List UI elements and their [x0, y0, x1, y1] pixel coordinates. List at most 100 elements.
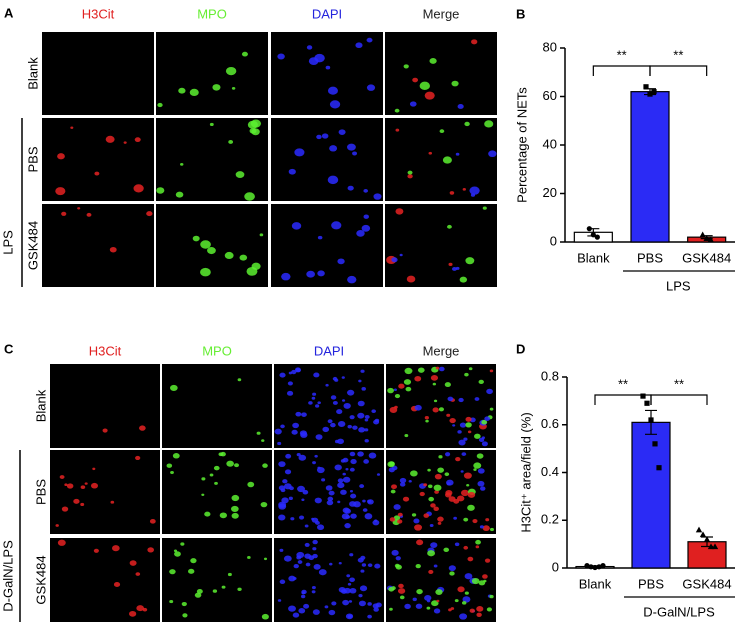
cell [86, 212, 92, 217]
cell [455, 152, 460, 156]
cell [336, 409, 343, 415]
data-point [652, 441, 658, 447]
cell [387, 387, 394, 394]
cell [433, 506, 439, 512]
cell [414, 404, 422, 411]
cell [178, 87, 186, 94]
data-point [584, 563, 590, 569]
significance-bracket [649, 65, 708, 76]
cell [412, 597, 417, 602]
cell [395, 128, 400, 132]
cell [358, 427, 366, 433]
cell [423, 513, 430, 518]
cell [327, 419, 333, 424]
cell [455, 266, 460, 270]
cell [61, 211, 67, 216]
cell [476, 612, 482, 617]
cell [480, 486, 486, 491]
cell [397, 588, 406, 594]
cell [489, 407, 494, 411]
cell [481, 419, 488, 425]
cell [109, 246, 117, 253]
cell [438, 407, 444, 412]
cell [477, 480, 485, 487]
cell [358, 594, 363, 598]
cell [93, 548, 99, 553]
cell [346, 574, 351, 578]
cell [188, 568, 195, 574]
cell [73, 498, 80, 504]
cell [460, 470, 464, 473]
cell [112, 545, 120, 552]
cell [169, 569, 176, 575]
cell [340, 489, 347, 495]
cell [330, 422, 336, 428]
cell [337, 420, 346, 427]
cell [337, 482, 345, 489]
cell [201, 493, 205, 497]
cell [448, 565, 456, 572]
cell [430, 503, 436, 508]
cell [449, 571, 455, 576]
cell [298, 608, 306, 614]
cell [317, 235, 323, 240]
cell [484, 558, 491, 563]
cell [149, 518, 156, 524]
cell [316, 466, 325, 474]
data-point [640, 393, 646, 399]
cell [321, 478, 326, 482]
cell [467, 430, 472, 434]
cell [361, 387, 366, 391]
cell [61, 506, 69, 512]
cell [461, 601, 467, 605]
cell [166, 463, 173, 468]
cell [472, 519, 478, 524]
cell [467, 556, 474, 562]
cell [364, 513, 373, 520]
cell [55, 187, 66, 196]
cell [247, 481, 255, 488]
micrograph [385, 32, 497, 115]
cell [300, 594, 306, 599]
cell [463, 517, 469, 522]
row-label: Blank [25, 57, 40, 90]
data-point [707, 543, 715, 550]
cell [80, 502, 85, 507]
cell [352, 425, 358, 430]
micrograph [50, 450, 160, 534]
cell [389, 607, 393, 611]
cell [287, 381, 293, 386]
y-axis-label: Percentage of NETs [514, 87, 529, 203]
cell [347, 582, 352, 586]
cell [464, 573, 473, 580]
cell [55, 524, 59, 527]
cell [181, 601, 187, 607]
cell [488, 150, 497, 158]
cell [412, 77, 419, 83]
cell [357, 451, 364, 457]
cell [315, 434, 323, 440]
group-label: D-GalN/LPS [643, 604, 715, 619]
cell [57, 539, 66, 546]
cell [414, 376, 422, 382]
cell [394, 563, 400, 568]
cell [235, 171, 245, 179]
cell [327, 86, 338, 95]
cell [479, 525, 484, 529]
cell [313, 564, 321, 570]
x-tick-label: PBS [638, 576, 664, 591]
cell [457, 430, 462, 434]
cell [359, 585, 368, 592]
cell [424, 416, 429, 420]
y-tick-label: 0.8 [541, 368, 559, 383]
cell [334, 378, 339, 382]
cell [314, 497, 322, 504]
cell [465, 422, 472, 428]
cell [398, 583, 404, 589]
cell [423, 483, 428, 487]
data-point [644, 400, 650, 406]
cell [301, 498, 305, 502]
cell [281, 272, 291, 281]
bar [631, 421, 671, 569]
cell [407, 174, 413, 179]
